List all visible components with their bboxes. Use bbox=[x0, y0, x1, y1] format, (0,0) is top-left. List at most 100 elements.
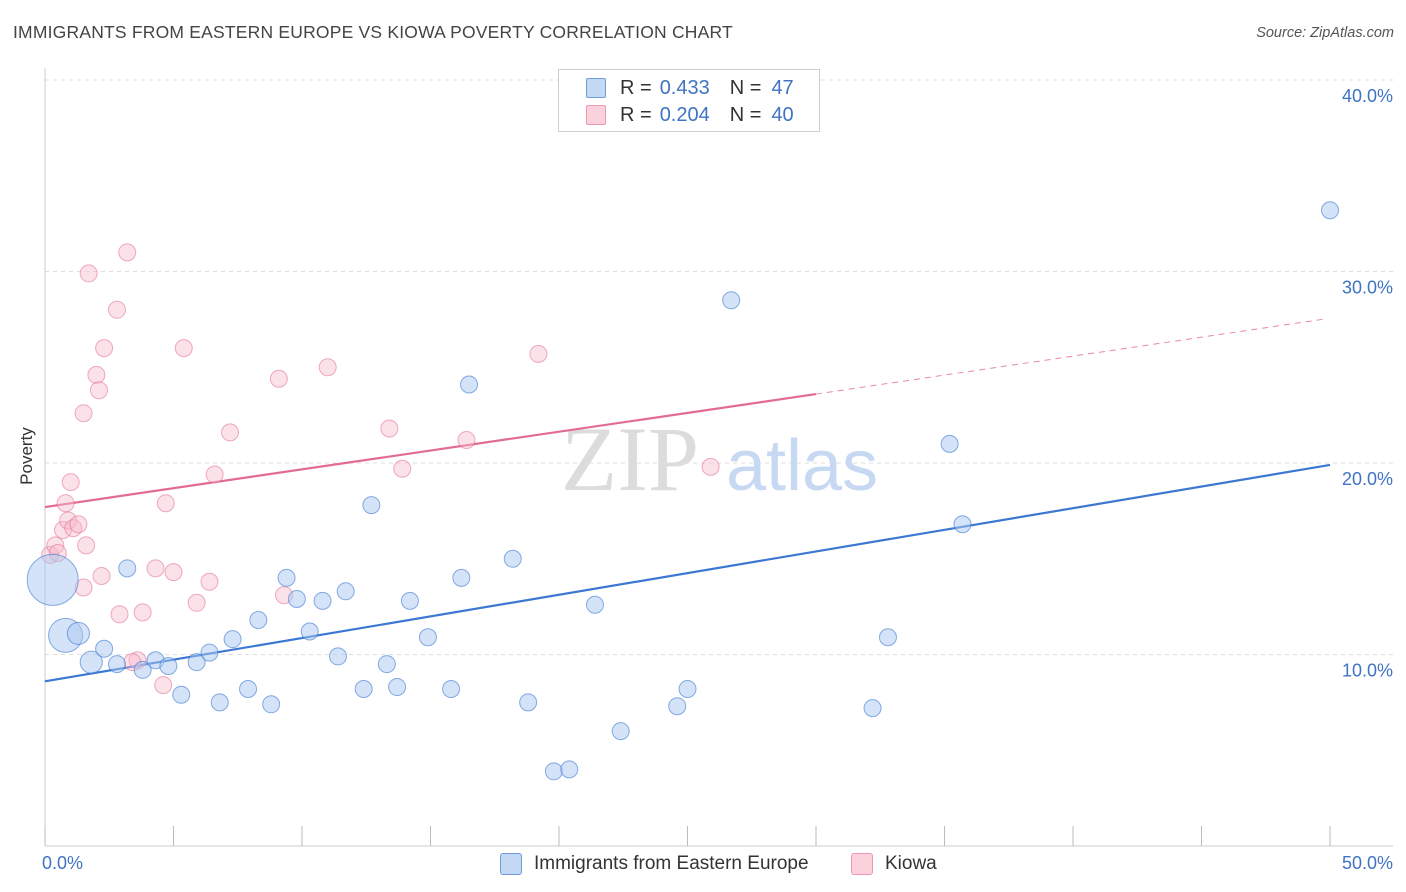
bottom-legend-swatch-pink bbox=[851, 853, 873, 875]
bottom-legend-label: Kiowa bbox=[885, 853, 937, 874]
legend-n-value: 40 bbox=[771, 103, 794, 126]
data-point-kiowa bbox=[77, 536, 96, 555]
data-point-kiowa bbox=[89, 381, 108, 400]
data-point-eastern-europe bbox=[287, 589, 306, 608]
x-tick-label: 50.0% bbox=[1342, 853, 1393, 873]
data-point-eastern-europe bbox=[362, 496, 381, 515]
data-point-kiowa bbox=[156, 494, 175, 513]
legend-n-label: N = bbox=[729, 103, 762, 126]
data-point-kiowa bbox=[529, 344, 548, 363]
data-point-eastern-europe bbox=[133, 660, 152, 679]
tick-labels: 10.0% 20.0% 30.0% 40.0% 0.0% 50.0% bbox=[42, 86, 1393, 873]
legend-r-label: R = bbox=[620, 76, 652, 99]
data-point-kiowa bbox=[205, 465, 224, 484]
correlation-legend: R = 0.433 N = 47 R = 0.204 N = 40 bbox=[558, 69, 820, 132]
data-point-kiowa bbox=[187, 593, 206, 612]
data-point-eastern-europe bbox=[249, 611, 268, 630]
y-tick-label: 30.0% bbox=[1342, 278, 1393, 298]
data-point-kiowa bbox=[269, 369, 288, 388]
data-point-eastern-europe bbox=[878, 628, 897, 647]
data-point-kiowa bbox=[701, 457, 720, 476]
data-point-kiowa bbox=[164, 563, 183, 582]
trend-line-series2 bbox=[44, 392, 817, 509]
data-point-kiowa bbox=[154, 676, 173, 695]
data-point-eastern-europe bbox=[388, 678, 407, 697]
data-point-kiowa bbox=[79, 264, 98, 283]
data-point-eastern-europe bbox=[544, 762, 563, 781]
data-point-eastern-europe bbox=[66, 621, 90, 645]
data-point-eastern-europe bbox=[560, 760, 579, 779]
x-tick-label: 0.0% bbox=[42, 853, 83, 873]
data-point-kiowa bbox=[95, 339, 114, 358]
watermark-zip: ZIP bbox=[561, 408, 699, 510]
data-point-eastern-europe bbox=[159, 656, 178, 675]
data-point-eastern-europe bbox=[611, 722, 630, 741]
data-point-eastern-europe bbox=[953, 515, 972, 534]
y-tick-label: 10.0% bbox=[1342, 661, 1393, 681]
data-point-eastern-europe bbox=[187, 653, 206, 672]
legend-n-label: N = bbox=[729, 76, 762, 99]
y-tick-label: 20.0% bbox=[1342, 469, 1393, 489]
data-point-kiowa bbox=[61, 473, 80, 492]
data-point-eastern-europe bbox=[1321, 201, 1339, 220]
data-point-kiowa bbox=[56, 494, 75, 513]
bottom-legend-series1: Immigrants from Eastern Europe bbox=[500, 852, 809, 876]
legend-swatch-blue bbox=[586, 78, 606, 98]
data-point-kiowa bbox=[74, 404, 93, 423]
legend-r-value: 0.433 bbox=[659, 76, 710, 99]
axes bbox=[44, 68, 1393, 847]
data-point-eastern-europe bbox=[678, 679, 697, 698]
data-point-eastern-europe bbox=[95, 639, 114, 658]
data-point-kiowa bbox=[107, 300, 126, 319]
data-point-eastern-europe bbox=[442, 679, 461, 698]
y-axis-label: Poverty bbox=[17, 427, 36, 485]
data-point-kiowa bbox=[133, 603, 152, 622]
data-point-eastern-europe bbox=[277, 568, 296, 587]
data-point-eastern-europe bbox=[722, 291, 741, 310]
legend-r-value: 0.204 bbox=[659, 103, 710, 126]
watermark-atlas: atlas bbox=[726, 426, 878, 506]
data-point-eastern-europe bbox=[668, 697, 687, 716]
data-point-eastern-europe bbox=[354, 679, 373, 698]
data-point-eastern-europe bbox=[400, 591, 419, 610]
data-point-eastern-europe bbox=[239, 679, 258, 698]
source-credit: Source: ZipAtlas.com bbox=[1256, 25, 1394, 41]
data-point-kiowa bbox=[457, 431, 476, 450]
legend-swatch-pink bbox=[586, 105, 606, 125]
bottom-legend-series2: Kiowa bbox=[851, 852, 937, 876]
data-point-kiowa bbox=[146, 559, 165, 578]
bottom-legend-label: Immigrants from Eastern Europe bbox=[534, 853, 809, 874]
data-point-eastern-europe bbox=[223, 630, 242, 649]
data-point-kiowa bbox=[87, 365, 106, 384]
legend-r-label: R = bbox=[620, 103, 652, 126]
data-point-eastern-europe bbox=[210, 693, 229, 712]
bottom-legend-swatch-blue bbox=[500, 853, 522, 875]
data-point-eastern-europe bbox=[172, 685, 191, 704]
data-point-eastern-europe bbox=[940, 434, 959, 453]
data-point-kiowa bbox=[110, 605, 129, 624]
data-point-kiowa bbox=[174, 339, 193, 358]
data-point-kiowa bbox=[118, 243, 137, 262]
data-point-eastern-europe bbox=[863, 699, 882, 718]
data-point-eastern-europe bbox=[452, 568, 471, 587]
data-point-kiowa bbox=[92, 566, 111, 585]
chart-title: IMMIGRANTS FROM EASTERN EUROPE VS KIOWA … bbox=[13, 22, 733, 42]
data-point-eastern-europe bbox=[118, 559, 137, 578]
trend-line-series2-extension bbox=[815, 318, 1323, 395]
legend-row-series1: R = 0.433 N = 47 bbox=[586, 76, 794, 100]
data-point-eastern-europe bbox=[313, 591, 332, 610]
data-point-eastern-europe bbox=[418, 628, 437, 647]
data-point-kiowa bbox=[318, 358, 337, 377]
data-point-kiowa bbox=[393, 459, 412, 478]
data-point-eastern-europe bbox=[200, 643, 219, 662]
data-point-eastern-europe bbox=[336, 582, 355, 601]
data-point-kiowa bbox=[221, 423, 240, 442]
trend-line-series1 bbox=[44, 463, 1331, 683]
data-point-eastern-europe bbox=[519, 693, 538, 712]
data-point-eastern-europe bbox=[262, 695, 281, 714]
data-point-kiowa bbox=[200, 572, 219, 591]
legend-row-series2: R = 0.204 N = 40 bbox=[586, 103, 794, 127]
data-point-eastern-europe bbox=[300, 622, 319, 641]
data-point-kiowa bbox=[380, 419, 399, 438]
